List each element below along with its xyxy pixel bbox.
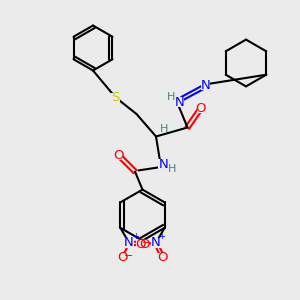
Text: N: N (124, 236, 134, 249)
Bar (111, 93, 120, 102)
Text: +: + (158, 232, 165, 242)
Text: S: S (111, 91, 120, 104)
Text: N: N (151, 236, 161, 249)
Bar (114, 151, 123, 160)
Text: +: + (132, 232, 139, 242)
Bar (196, 103, 206, 112)
Text: O: O (140, 238, 150, 251)
Text: H: H (160, 124, 169, 134)
Text: H: H (167, 92, 175, 102)
Text: −: − (141, 238, 151, 248)
Bar (124, 238, 134, 248)
Text: −: − (124, 250, 133, 261)
Bar (158, 253, 167, 262)
Text: N: N (159, 158, 169, 171)
Bar (136, 240, 145, 249)
Text: N: N (175, 95, 185, 109)
Text: N: N (201, 79, 210, 92)
Text: O: O (196, 101, 206, 115)
Bar (170, 97, 184, 107)
Bar (201, 81, 210, 90)
Text: O: O (113, 148, 124, 162)
Bar (151, 238, 161, 248)
Text: O: O (157, 250, 168, 264)
Bar (140, 240, 149, 249)
Bar (158, 159, 172, 169)
Text: O: O (117, 250, 128, 264)
Text: H: H (168, 164, 177, 175)
Bar (118, 253, 127, 262)
Text: O: O (135, 238, 146, 251)
